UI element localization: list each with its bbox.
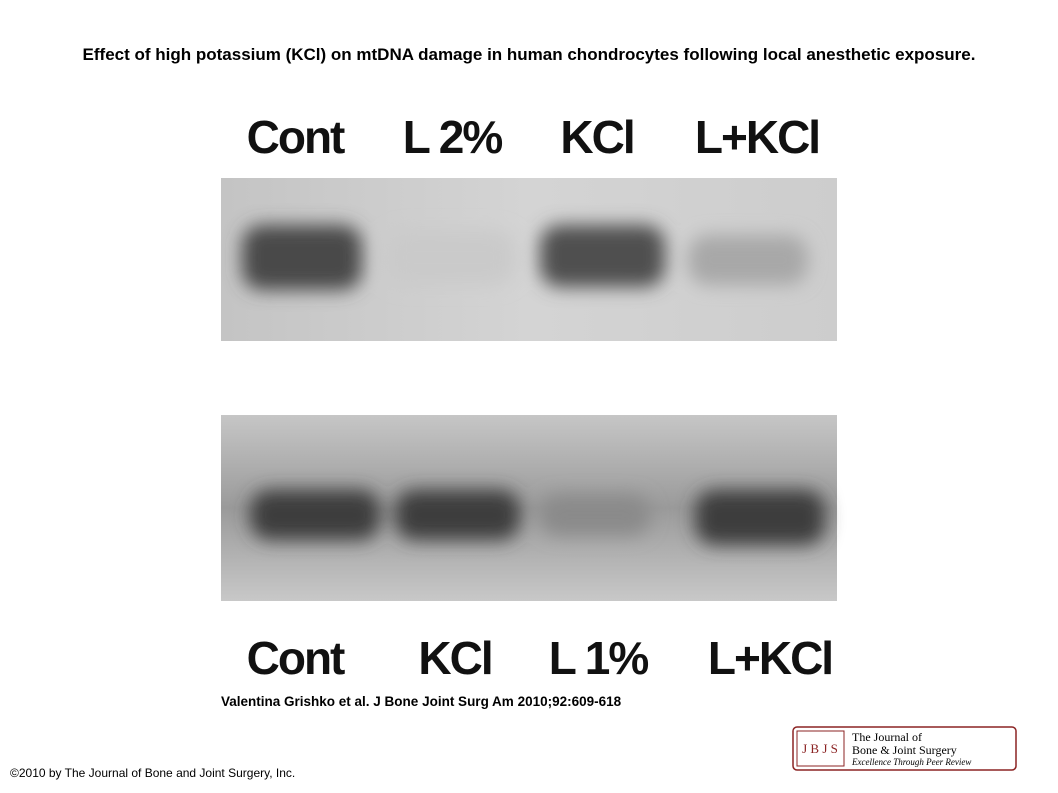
logo-abbr: J B J S bbox=[802, 741, 838, 756]
logo-line: The Journal of bbox=[852, 730, 922, 744]
lane-label: Cont bbox=[247, 632, 345, 684]
bottom-gel bbox=[221, 415, 837, 601]
journal-logo: J B J S The Journal of Bone & Joint Surg… bbox=[792, 726, 1017, 771]
lane-label: KCl bbox=[560, 111, 633, 163]
slide-title: Effect of high potassium (KCl) on mtDNA … bbox=[82, 45, 976, 64]
lane-label: L+KCl bbox=[695, 111, 819, 163]
logo-tagline: Excellence Through Peer Review bbox=[851, 757, 971, 767]
lane-label: L+KCl bbox=[708, 632, 832, 684]
citation: Valentina Grishko et al. J Bone Joint Su… bbox=[221, 694, 622, 709]
lane-label: Cont bbox=[247, 111, 345, 163]
copyright: ©2010 by The Journal of Bone and Joint S… bbox=[10, 766, 296, 780]
top-gel bbox=[221, 178, 837, 341]
lane-label: L 1% bbox=[549, 632, 649, 684]
logo-line: Bone & Joint Surgery bbox=[852, 743, 957, 757]
lane-label: KCl bbox=[418, 632, 491, 684]
lane-label: L 2% bbox=[403, 111, 503, 163]
